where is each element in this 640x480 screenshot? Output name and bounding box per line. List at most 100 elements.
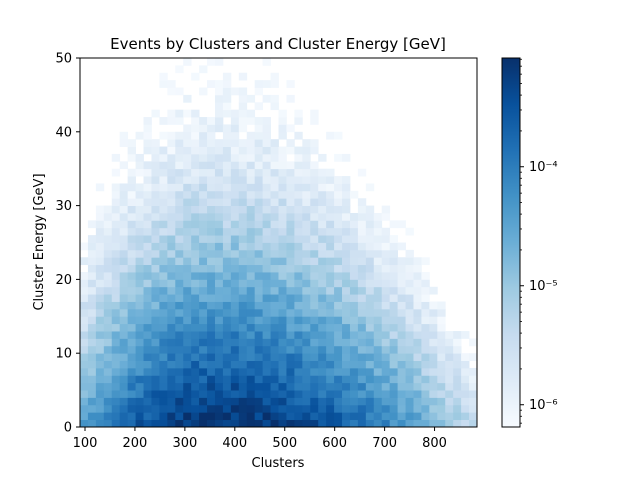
heatmap-cell xyxy=(429,360,438,369)
x-axis-label: Clusters xyxy=(252,456,305,471)
heatmap-cell xyxy=(135,279,144,288)
heatmap-cell xyxy=(103,242,113,251)
heatmap-cell xyxy=(207,139,216,147)
heatmap-cell xyxy=(421,316,430,325)
heatmap-cell xyxy=(199,279,208,288)
heatmap-cell xyxy=(318,323,327,332)
heatmap-cell xyxy=(389,301,398,310)
heatmap-cell xyxy=(262,264,271,273)
heatmap-cell xyxy=(270,168,279,177)
heatmap-cell xyxy=(397,264,406,273)
heatmap-cell xyxy=(87,301,97,310)
heatmap-cell xyxy=(214,227,224,236)
colorbar-tick-label: 10⁻⁶ xyxy=(529,398,558,413)
heatmap-cell xyxy=(183,390,192,398)
heatmap-cell xyxy=(373,294,383,302)
heatmap-cell xyxy=(270,72,279,81)
heatmap-cell xyxy=(365,205,375,214)
heatmap-cell xyxy=(278,390,287,398)
heatmap-cell xyxy=(80,272,89,280)
heatmap-cell xyxy=(334,220,343,229)
heatmap-cell xyxy=(429,316,438,325)
heatmap-cell xyxy=(111,360,121,369)
heatmap-cell xyxy=(342,257,351,266)
heatmap-cell xyxy=(199,205,208,214)
heatmap-cell xyxy=(429,404,438,413)
heatmap-cell xyxy=(207,235,216,243)
heatmap-cell xyxy=(342,412,351,421)
heatmap-cell xyxy=(421,323,430,332)
heatmap-cell xyxy=(159,367,168,376)
heatmap-cell xyxy=(365,331,375,339)
heatmap-cell xyxy=(405,301,414,310)
heatmap-cell xyxy=(302,264,311,273)
heatmap-cell xyxy=(318,279,327,288)
heatmap-cell xyxy=(222,264,232,273)
heatmap-cell xyxy=(119,323,129,332)
heatmap-cell xyxy=(103,279,113,288)
y-tick-label: 30 xyxy=(55,199,72,214)
heatmap-cell xyxy=(119,382,129,391)
heatmap-cell xyxy=(326,331,335,339)
heatmap-cell xyxy=(127,294,136,302)
heatmap-cell xyxy=(175,316,184,325)
heatmap-cell xyxy=(238,220,248,229)
heatmap-cell xyxy=(207,161,216,170)
heatmap-cell xyxy=(143,183,152,192)
heatmap-cell xyxy=(183,404,192,413)
heatmap-cell xyxy=(254,294,264,302)
heatmap-cell xyxy=(238,205,248,214)
heatmap-cell xyxy=(111,235,121,243)
heatmap-cell xyxy=(365,375,375,384)
heatmap-cell xyxy=(453,397,462,406)
heatmap-cell xyxy=(373,375,383,384)
heatmap-cell xyxy=(103,404,113,413)
heatmap-cell xyxy=(429,367,438,376)
heatmap-cell xyxy=(111,168,121,177)
heatmap-cell xyxy=(207,257,216,266)
heatmap-cell xyxy=(167,161,176,170)
heatmap-cell xyxy=(183,94,192,103)
heatmap-cell xyxy=(167,220,176,229)
heatmap-cell xyxy=(334,286,343,295)
heatmap-cell xyxy=(286,183,295,192)
heatmap-cell xyxy=(143,131,152,140)
heatmap-cell xyxy=(87,375,97,384)
heatmap-cell xyxy=(159,286,168,295)
heatmap-cell xyxy=(95,338,105,347)
heatmap-cell xyxy=(191,249,200,258)
heatmap-cell xyxy=(365,212,375,221)
heatmap-cell xyxy=(262,279,271,288)
heatmap-cell xyxy=(135,308,144,317)
heatmap-cell xyxy=(294,397,303,406)
heatmap-cell xyxy=(246,117,256,125)
heatmap-cell xyxy=(80,390,89,398)
heatmap-cell xyxy=(87,235,97,243)
heatmap-cell xyxy=(183,153,192,162)
heatmap-cell xyxy=(413,264,422,273)
heatmap-cell xyxy=(199,397,208,406)
heatmap-cell xyxy=(294,323,303,332)
heatmap-cell xyxy=(199,117,208,125)
heatmap-cell xyxy=(80,404,89,413)
heatmap-cell xyxy=(135,397,144,406)
heatmap-cell xyxy=(365,301,375,310)
chart-title: Events by Clusters and Cluster Energy [G… xyxy=(110,35,446,53)
heatmap-cell xyxy=(349,227,359,236)
heatmap-cell xyxy=(421,412,430,421)
heatmap-cell xyxy=(214,397,224,406)
heatmap-cell xyxy=(111,367,121,376)
heatmap-cell xyxy=(214,323,224,332)
x-tick-label: 100 xyxy=(73,436,98,451)
heatmap-cell xyxy=(286,419,295,428)
heatmap-cell xyxy=(87,294,97,302)
heatmap-cell xyxy=(127,242,136,251)
heatmap-cell xyxy=(246,272,256,280)
heatmap-cell xyxy=(95,397,105,406)
heatmap-cell xyxy=(214,316,224,325)
heatmap-cell xyxy=(286,367,295,376)
heatmap-cell xyxy=(183,124,192,133)
heatmap-cell xyxy=(365,264,375,273)
heatmap-cell xyxy=(159,117,168,125)
heatmap-cell xyxy=(278,249,287,258)
